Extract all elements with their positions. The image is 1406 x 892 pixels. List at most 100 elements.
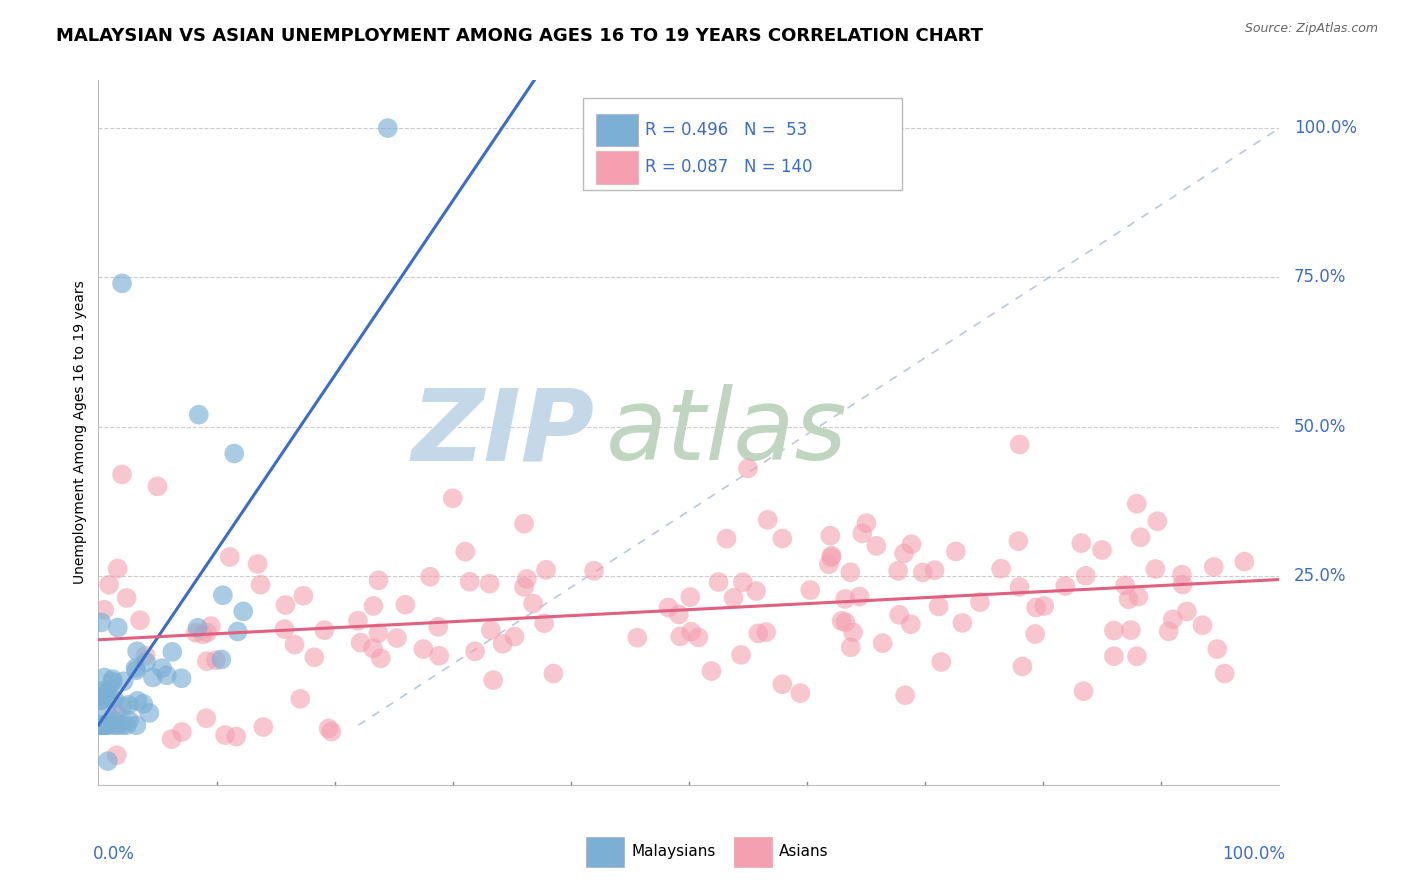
Point <box>1102 649 1125 664</box>
Point <box>146 479 169 493</box>
Point <box>533 616 555 631</box>
Text: 75.0%: 75.0% <box>1294 268 1346 286</box>
Point <box>543 666 565 681</box>
Point <box>534 563 557 577</box>
Text: 100.0%: 100.0% <box>1222 845 1285 863</box>
Point <box>831 614 853 628</box>
Point <box>170 671 193 685</box>
Point <box>1233 555 1256 569</box>
Point <box>111 467 134 482</box>
Text: ZIP: ZIP <box>412 384 595 481</box>
Point <box>135 648 157 663</box>
Point <box>707 575 730 590</box>
Point <box>1202 560 1225 574</box>
Point <box>737 461 759 475</box>
Point <box>789 686 811 700</box>
Point <box>107 561 129 575</box>
Point <box>115 591 138 605</box>
Point <box>700 664 723 678</box>
Point <box>821 549 844 563</box>
Point <box>100 715 122 730</box>
Point <box>111 699 134 714</box>
Point <box>681 624 703 639</box>
Point <box>839 640 862 655</box>
Point <box>1033 599 1056 613</box>
Point <box>385 631 408 645</box>
Point <box>756 513 779 527</box>
Point <box>105 748 128 763</box>
Point <box>969 595 991 609</box>
Point <box>900 617 922 632</box>
Point <box>818 558 841 572</box>
Point <box>945 544 967 558</box>
Point <box>479 623 502 637</box>
Point <box>1128 590 1150 604</box>
Text: Malaysians: Malaysians <box>631 845 716 859</box>
Point <box>252 720 274 734</box>
Point <box>1074 569 1097 583</box>
Point <box>1157 624 1180 639</box>
Point <box>755 625 778 640</box>
FancyBboxPatch shape <box>582 98 901 189</box>
Point <box>225 730 247 744</box>
Point <box>1025 600 1047 615</box>
Point <box>1008 580 1031 594</box>
Point <box>855 516 877 531</box>
Point <box>132 697 155 711</box>
Point <box>1119 623 1142 637</box>
Point <box>1024 627 1046 641</box>
Point <box>657 600 679 615</box>
Point <box>138 706 160 720</box>
Point <box>770 532 793 546</box>
Point <box>91 684 114 698</box>
Point <box>211 588 233 602</box>
Point <box>367 626 389 640</box>
Point <box>894 688 917 702</box>
Point <box>1175 604 1198 618</box>
Point <box>679 590 702 604</box>
Point <box>1206 642 1229 657</box>
Point <box>887 564 910 578</box>
Y-axis label: Unemployment Among Ages 16 to 19 years: Unemployment Among Ages 16 to 19 years <box>73 281 87 584</box>
Point <box>820 529 842 543</box>
Point <box>349 635 371 649</box>
Point <box>118 714 141 728</box>
Point <box>1073 684 1095 698</box>
Point <box>1171 567 1194 582</box>
Point <box>799 583 821 598</box>
Point <box>101 672 124 686</box>
Point <box>745 584 768 599</box>
Point <box>347 614 370 628</box>
Point <box>872 636 894 650</box>
Point <box>101 674 124 689</box>
Point <box>195 711 218 725</box>
Text: Source: ZipAtlas.com: Source: ZipAtlas.com <box>1244 22 1378 36</box>
Point <box>115 718 138 732</box>
Point <box>160 732 183 747</box>
Point <box>1126 497 1149 511</box>
Point <box>503 630 526 644</box>
Point <box>834 591 856 606</box>
Point <box>232 604 254 618</box>
Point <box>377 121 399 136</box>
Point <box>314 623 336 637</box>
Point <box>142 670 165 684</box>
Point <box>89 718 111 732</box>
Point <box>97 718 120 732</box>
FancyBboxPatch shape <box>596 151 638 184</box>
Point <box>412 642 434 657</box>
Point <box>209 652 232 666</box>
Point <box>98 578 121 592</box>
Point <box>669 629 692 643</box>
Text: 25.0%: 25.0% <box>1294 567 1346 585</box>
Point <box>458 574 481 589</box>
Point <box>226 624 249 639</box>
Point <box>125 644 148 658</box>
Point <box>304 650 326 665</box>
Point <box>1129 530 1152 544</box>
Point <box>90 693 112 707</box>
Point <box>889 607 911 622</box>
Point <box>89 693 111 707</box>
Point <box>214 728 236 742</box>
Point <box>1118 592 1140 607</box>
